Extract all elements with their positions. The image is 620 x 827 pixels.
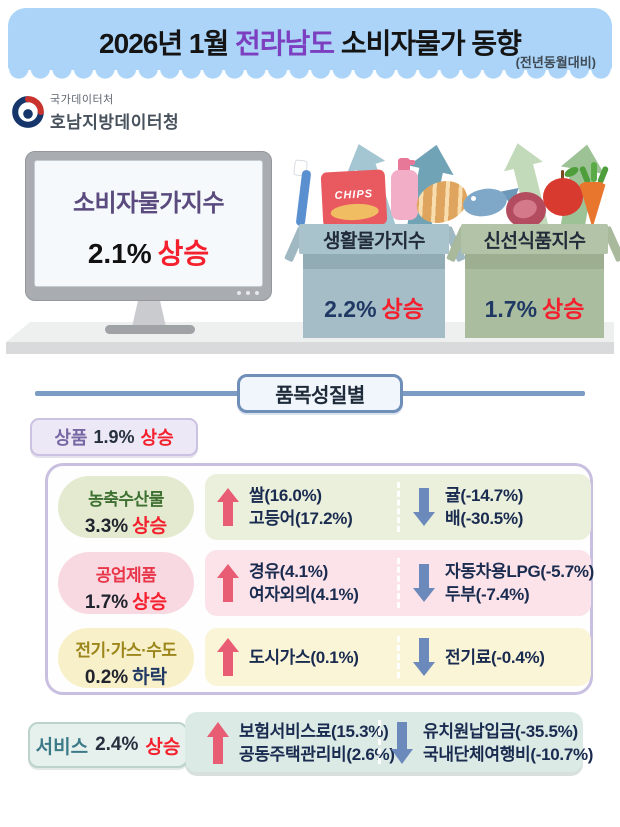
dashed-divider	[397, 482, 400, 532]
monitor: 소비자물가지수 2.1% 상승	[25, 151, 272, 301]
cpi-percent: 2.1%	[87, 238, 152, 269]
service-label: 서비스	[35, 736, 89, 758]
down-arrow-icon	[413, 564, 435, 602]
goods-value: 1.9%	[93, 426, 135, 447]
goods-summary-badge: 상품 1.9% 상승	[30, 418, 198, 456]
dashed-divider	[378, 720, 381, 764]
lotion-bottle-icon	[391, 170, 418, 220]
meat-icon	[506, 192, 546, 228]
title-region: 전라남도	[235, 28, 335, 59]
scallop-edge	[8, 69, 612, 80]
falling-item: 유치원납입금(-35.5%)	[423, 722, 578, 741]
fresh-index-label: 신선식품지수	[483, 230, 586, 252]
fresh-index-box-lid: 신선식품지수	[461, 224, 608, 254]
falling-item: 배(-30.5%)	[445, 509, 524, 528]
monitor-stand	[132, 300, 166, 327]
industrial-items-box: 경유(4.1%) 여자외의(4.1%) 자동차용LPG(-5.7%) 두부(-7…	[205, 550, 595, 616]
title-prefix: 2026년 1월	[99, 28, 235, 59]
service-direction: 상승	[145, 736, 181, 758]
rising-item: 경유(4.1%)	[249, 562, 328, 581]
page-title: 2026년 1월 전라남도 소비자물가 동향	[8, 22, 612, 62]
living-index-value: 2.2% 상승	[324, 296, 424, 322]
agency-logo: 국가데이터처 호남지방데이터청	[12, 91, 179, 133]
down-arrow-icon	[413, 488, 435, 526]
living-index-box-lid: 생활물가지수	[299, 224, 449, 254]
service-value: 2.4%	[95, 734, 139, 755]
service-items-box: 보험서비스료(15.3%) 공동주택관리비(2.6%) 유치원납입금(-35.5…	[185, 712, 593, 772]
falling-item: 귤(-14.7%)	[445, 486, 524, 505]
rising-item: 공동주택관리비(2.6%)	[239, 745, 395, 764]
rising-item: 쌀(16.0%)	[249, 486, 322, 505]
cpi-label: 소비자물가지수	[72, 190, 225, 217]
comparison-note: (전년동월대비)	[515, 55, 596, 70]
up-arrow-icon	[207, 722, 229, 764]
monitor-base	[105, 325, 195, 334]
rising-item: 고등어(17.2%)	[249, 509, 353, 528]
cpi-direction: 상승	[157, 238, 210, 269]
chips-bag-label: CHIPS	[334, 187, 374, 202]
fish-eye-icon	[471, 196, 476, 201]
farm-category-pill: 농축수산물 3.3% 상승	[58, 476, 194, 538]
section-title: 품목성질별	[237, 374, 403, 413]
title-suffix: 소비자물가 동향	[334, 28, 522, 59]
rising-item: 여자외의(4.1%)	[249, 585, 359, 604]
apple-icon	[543, 178, 583, 216]
monitor-buttons	[237, 291, 259, 295]
up-arrow-icon	[217, 488, 239, 526]
utilities-items-box: 도시가스(0.1%) 전기료(-0.4%)	[205, 628, 591, 686]
agency-parent-name: 국가데이터처	[50, 94, 114, 106]
apple-stem-icon	[561, 170, 564, 180]
goods-direction: 상승	[140, 428, 174, 448]
up-arrow-icon	[217, 564, 239, 602]
fresh-index-box: 1.7% 상승	[465, 254, 604, 338]
carrot-leaf-icon	[591, 162, 597, 182]
monitor-screen: 소비자물가지수 2.1% 상승	[34, 160, 263, 287]
falling-item: 국내단체여행비(-10.7%)	[423, 745, 594, 764]
header-banner: 2026년 1월 전라남도 소비자물가 동향 (전년동월대비)	[8, 8, 612, 70]
dashed-divider	[397, 558, 400, 608]
goods-label: 상품	[54, 428, 88, 448]
down-arrow-icon	[413, 638, 435, 676]
utilities-category-pill: 전기·가스·수도 0.2% 하락	[58, 628, 194, 688]
chips-bag-icon: CHIPS	[320, 169, 388, 228]
government-emblem-icon	[12, 96, 44, 128]
desk-front	[6, 342, 614, 354]
farm-items-box: 쌀(16.0%) 고등어(17.2%) 귤(-14.7%) 배(-30.5%)	[205, 474, 591, 540]
down-arrow-icon	[391, 722, 413, 764]
dashed-divider	[397, 636, 400, 678]
agency-name: 호남지방데이터청	[50, 113, 180, 132]
fresh-index-value: 1.7% 상승	[484, 296, 585, 322]
up-arrow-icon	[217, 638, 239, 676]
industrial-category-pill: 공업제품 1.7% 상승	[58, 552, 194, 614]
cpi-value: 2.1% 상승	[35, 232, 262, 272]
living-index-label: 생활물가지수	[323, 230, 425, 252]
lotion-spout-icon	[406, 160, 415, 165]
falling-item: 전기료(-0.4%)	[445, 647, 545, 667]
service-summary-badge: 서비스 2.4% 상승	[28, 722, 188, 768]
rising-item: 도시가스(0.1%)	[249, 647, 359, 667]
goods-detail-panel: 농축수산물 3.3% 상승 쌀(16.0%) 고등어(17.2%) 귤(-14.7…	[45, 463, 595, 695]
falling-item: 두부(-7.4%)	[445, 585, 530, 604]
rising-item: 보험서비스료(15.3%)	[239, 722, 389, 741]
living-index-box: 2.2% 상승	[303, 254, 445, 338]
falling-item: 자동차용LPG(-5.7%)	[445, 562, 595, 581]
